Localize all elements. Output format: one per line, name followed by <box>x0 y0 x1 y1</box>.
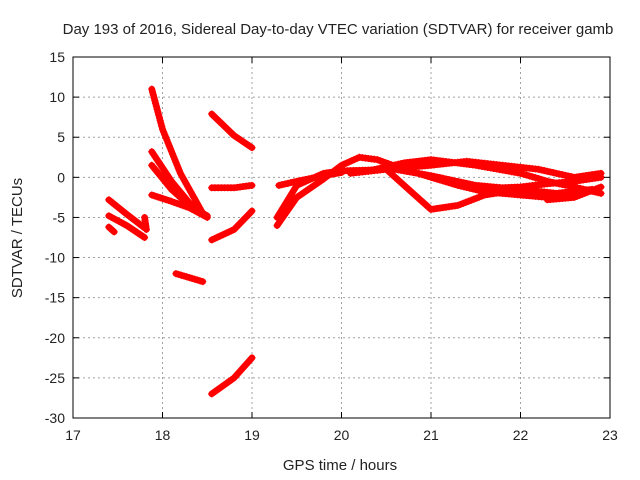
data-point <box>179 202 187 210</box>
y-tick-label: 0 <box>57 169 65 185</box>
series-arc8 <box>148 191 211 221</box>
series-arc3 <box>105 223 118 236</box>
series-arc12 <box>208 207 256 244</box>
data-point <box>278 181 286 189</box>
x-tick-label: 19 <box>244 427 260 443</box>
data-point <box>248 144 256 152</box>
y-tick-label: 5 <box>57 129 65 145</box>
data-point <box>385 162 393 170</box>
data-point <box>537 166 545 174</box>
x-tick-label: 20 <box>334 427 350 443</box>
y-tick-label: -15 <box>45 290 65 306</box>
data-point <box>199 278 207 286</box>
data-point <box>248 207 256 215</box>
series-arc9 <box>172 270 207 286</box>
data-point <box>275 181 283 189</box>
x-tick-label: 21 <box>423 427 439 443</box>
grid <box>73 57 610 418</box>
x-axis: 17 18 19 20 21 22 23 <box>65 57 618 443</box>
y-axis-label: SDTVAR / TECUs <box>9 178 26 298</box>
series-arc21 <box>543 183 605 204</box>
data-point <box>287 179 295 187</box>
series-arc4 <box>141 213 150 233</box>
data-point <box>170 198 178 206</box>
y-tick-label: -5 <box>53 209 66 225</box>
y-axis: -30 -25 -20 -15 -10 -5 0 5 10 15 <box>45 49 610 426</box>
y-tick-label: 10 <box>49 89 65 105</box>
y-tick-label: -10 <box>45 250 65 266</box>
data-point <box>597 189 605 197</box>
series-arc16 <box>275 169 345 189</box>
data-point <box>528 173 536 181</box>
data-point <box>142 225 150 233</box>
y-tick-label: -25 <box>45 370 65 386</box>
data-point <box>364 167 372 175</box>
series-arc10 <box>208 110 256 152</box>
data-point <box>519 170 527 178</box>
data-point <box>546 168 554 176</box>
x-tick-label: 22 <box>513 427 529 443</box>
data-point <box>597 183 605 191</box>
x-tick-label: 23 <box>602 427 618 443</box>
y-tick-label: -20 <box>45 330 65 346</box>
y-tick-label: -30 <box>45 410 65 426</box>
chart-title: Day 193 of 2016, Sidereal Day-to-day VTE… <box>63 21 614 38</box>
series-arc20 <box>391 165 605 192</box>
data-point <box>367 166 375 174</box>
data-point <box>141 234 149 241</box>
data-point <box>248 354 256 362</box>
x-tick-label: 17 <box>65 427 81 443</box>
data-point <box>203 213 211 221</box>
data-point <box>110 228 118 236</box>
data-point <box>573 184 581 192</box>
data-point <box>597 173 605 181</box>
data-marks <box>105 85 605 398</box>
series-arc11 <box>208 181 256 192</box>
data-point <box>338 169 345 177</box>
data-point <box>555 170 563 178</box>
x-axis-label: GPS time / hours <box>283 457 397 474</box>
data-point <box>564 172 572 180</box>
y-tick-label: 15 <box>49 49 65 65</box>
series-arc2 <box>105 212 149 241</box>
series-arc13 <box>208 354 256 398</box>
data-point <box>376 164 384 172</box>
data-point <box>248 181 256 189</box>
x-tick-label: 18 <box>155 427 171 443</box>
